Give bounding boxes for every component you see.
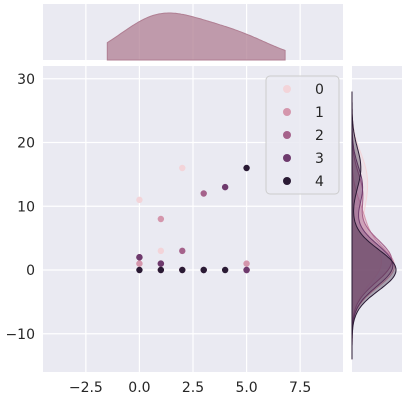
scatter-point-0 xyxy=(157,247,165,255)
marginal-y-density-4 xyxy=(351,91,397,360)
scatter-point-0 xyxy=(136,196,143,204)
scatter-point-3 xyxy=(136,254,143,261)
legend-label-2: 2 xyxy=(315,128,324,144)
marginal-x-panel xyxy=(43,4,343,61)
y-tick-label: −10 xyxy=(5,327,35,343)
scatter-point-4 xyxy=(200,266,207,274)
legend-label-1: 1 xyxy=(315,105,324,121)
scatter-point-2 xyxy=(179,247,186,255)
legend-label-3: 3 xyxy=(315,151,324,167)
legend-marker-0 xyxy=(283,85,291,93)
x-tick-label: −2.5 xyxy=(69,380,103,396)
scatter-point-3 xyxy=(243,266,250,274)
marginal-y-densities xyxy=(351,91,397,360)
marginal-x-density xyxy=(106,12,286,61)
x-tick-label: 7.5 xyxy=(289,380,311,396)
scatter-point-4 xyxy=(221,266,229,274)
y-tick-label: 10 xyxy=(17,199,35,215)
y-tick-label: 30 xyxy=(17,72,35,88)
x-tick-label: 5.0 xyxy=(235,380,257,396)
scatter-point-2 xyxy=(200,190,207,197)
scatter-point-1 xyxy=(243,260,250,267)
y-tick-label: 20 xyxy=(17,136,35,152)
legend-label-0: 0 xyxy=(315,82,324,98)
x-tick-labels: −2.5 0.0 2.5 5.0 7.5 xyxy=(69,380,311,396)
scatter-point-4 xyxy=(157,266,165,274)
scatter-point-1 xyxy=(157,215,165,223)
legend-marker-2 xyxy=(283,131,291,139)
legend-box xyxy=(265,75,340,195)
scatter-point-4 xyxy=(243,164,250,172)
scatter-point-0 xyxy=(179,164,186,172)
legend-marker-4 xyxy=(283,177,291,185)
scatter-point-1 xyxy=(136,260,143,267)
y-tick-labels: −10 0 10 20 30 xyxy=(5,72,35,343)
legend-marker-3 xyxy=(283,154,291,162)
scatter-point-3 xyxy=(157,260,165,267)
scatter-point-3 xyxy=(221,183,229,191)
y-tick-label: 0 xyxy=(26,263,35,279)
scatter-point-4 xyxy=(179,266,186,274)
legend: 0 1 2 3 4 xyxy=(265,75,340,195)
x-tick-label: 0.0 xyxy=(128,380,150,396)
marginal-y-panel xyxy=(351,66,402,372)
legend-label-4: 4 xyxy=(315,174,324,190)
legend-marker-1 xyxy=(283,108,291,116)
scatter-point-4 xyxy=(136,266,143,274)
marginal-y-area xyxy=(352,66,402,372)
scatter-points xyxy=(136,164,250,274)
x-tick-label: 2.5 xyxy=(182,380,204,396)
